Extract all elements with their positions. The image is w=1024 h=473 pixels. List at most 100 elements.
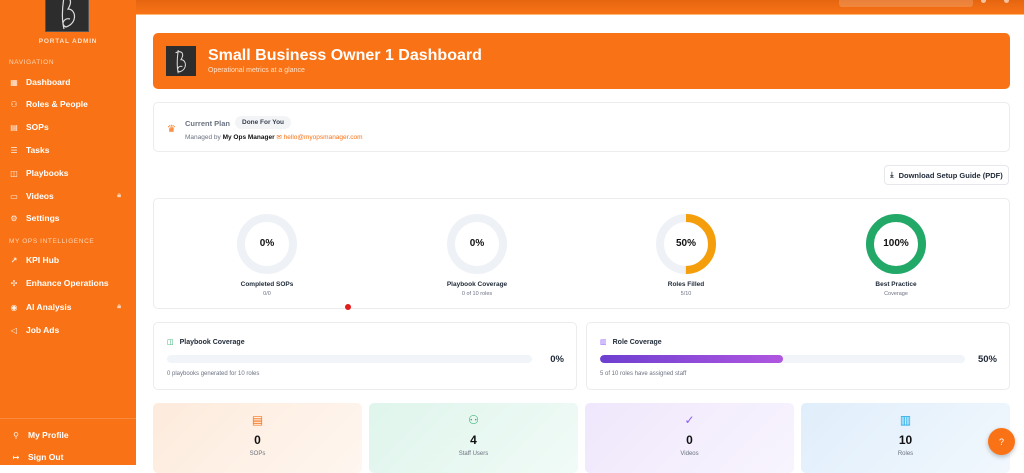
donut-value: 0%: [469, 238, 485, 249]
progress-value: 50%: [977, 354, 997, 365]
download-icon: ⤓: [890, 170, 894, 179]
dashboard-header: Small Business Owner 1 Dashboard Operati…: [153, 33, 1010, 89]
progress-bar: [600, 355, 965, 363]
sidebar-item-label: KPI Hub: [26, 255, 60, 265]
sign-out-icon: ↦: [12, 452, 20, 462]
playbook-coverage-card: ◫ Playbook Coverage 0% 0 playbooks genera…: [153, 322, 577, 390]
briefcase-icon: ▥: [600, 339, 607, 346]
sidebar-item-sops[interactable]: ▤ SOPs: [9, 118, 127, 136]
donut-title: Completed SOPs: [240, 281, 294, 288]
top-bar: [136, 0, 1024, 15]
lock-icon: 🔒︎: [117, 192, 121, 199]
sparkle-icon: ✣: [10, 278, 18, 288]
donut-title: Best Practice: [875, 281, 917, 288]
sidebar-item-sign-out[interactable]: ↦ Sign Out: [11, 448, 129, 466]
donut-sub: 0 of 10 roles: [461, 291, 493, 297]
stat-card-roles[interactable]: ▥ 10 Roles: [801, 403, 1010, 473]
donut-title: Roles Filled: [667, 281, 705, 288]
sidebar-item-label: Tasks: [26, 145, 50, 155]
donut-ring: [866, 214, 926, 274]
mail-icon: ✉: [276, 134, 282, 141]
managed-by: Managed by My Ops Manager ✉ hello@myopsm…: [185, 133, 363, 141]
sidebar-item-kpi-hub[interactable]: ↗ KPI Hub: [9, 251, 127, 269]
sidebar-item-tasks[interactable]: ☰ Tasks: [9, 141, 127, 159]
donut-value: 100%: [883, 238, 909, 249]
menu-icon[interactable]: [1004, 0, 1009, 3]
user-icon: ⚲: [13, 430, 19, 440]
progress-fill: [600, 355, 783, 363]
sidebar-item-label: AI Analysis: [26, 302, 72, 312]
sidebar-item-settings[interactable]: ⚙ Settings: [9, 209, 127, 227]
sidebar-item-ai-analysis[interactable]: ◉ AI Analysis 🔒︎: [9, 298, 127, 316]
stat-label: Roles: [897, 451, 914, 457]
stat-value: 4: [470, 433, 477, 447]
globe-icon[interactable]: [981, 0, 986, 3]
donut-sub: 0/0: [263, 291, 271, 297]
sidebar-item-label: Sign Out: [28, 452, 64, 462]
logo: [166, 46, 196, 76]
sidebar-item-label: Dashboard: [26, 77, 71, 87]
users-icon: ⚇: [468, 413, 479, 427]
stat-card-videos[interactable]: ✓ 0 Videos: [585, 403, 794, 473]
donut-completed-sops: 0% Completed SOPs 0/0: [197, 213, 337, 297]
help-button[interactable]: ?: [988, 428, 1015, 455]
sidebar-item-label: My Profile: [28, 430, 69, 440]
manager-email[interactable]: hello@myopsmanager.com: [283, 134, 363, 141]
lock-icon: 🔒︎: [117, 303, 121, 310]
document-icon: ▤: [10, 122, 18, 132]
download-setup-guide-button[interactable]: ⤓ Download Setup Guide (PDF): [884, 165, 1009, 185]
progress-bar: [167, 355, 532, 363]
checklist-icon: ☰: [10, 145, 18, 155]
grid-icon: ▦: [10, 77, 18, 87]
sidebar-item-roles-people[interactable]: ⚇ Roles & People: [9, 95, 127, 113]
sidebar-item-dashboard[interactable]: ▦ Dashboard: [9, 73, 127, 91]
search-input[interactable]: [839, 0, 973, 7]
stat-label: SOPs: [249, 451, 266, 457]
donut-arc: [656, 214, 716, 274]
donut-roles-filled: 50% Roles Filled 5/10: [616, 213, 756, 297]
sidebar-divider: [0, 418, 136, 419]
role-coverage-card: ▥ Role Coverage 50% 5 of 10 roles have as…: [586, 322, 1010, 390]
sidebar-item-enhance-operations[interactable]: ✣ Enhance Operations: [9, 274, 127, 292]
indicator-dot: [345, 304, 351, 310]
stat-label: Staff Users: [458, 451, 489, 457]
donut-title: Playbook Coverage: [446, 281, 508, 288]
progress-desc: 0 playbooks generated for 10 roles: [167, 371, 260, 377]
sidebar-item-label: Videos: [26, 191, 54, 201]
users-icon: ⚇: [10, 99, 18, 109]
portal-role-label: PORTAL ADMIN: [38, 38, 98, 45]
page-subtitle: Operational metrics at a glance: [208, 67, 305, 74]
gear-icon: ⚙: [10, 213, 18, 223]
sidebar-item-label: Job Ads: [26, 325, 60, 335]
trend-icon: ↗: [10, 255, 18, 265]
progress-value: 0%: [550, 354, 564, 365]
stat-card-sops[interactable]: ▤ 0 SOPs: [153, 403, 362, 473]
megaphone-icon: ◁: [10, 325, 18, 335]
sidebar-item-label: Settings: [26, 213, 60, 223]
download-label: Download Setup Guide (PDF): [898, 170, 1003, 180]
card-title: Playbook Coverage: [179, 338, 245, 346]
stat-value: 0: [254, 433, 261, 447]
book-icon: ◫: [10, 168, 18, 178]
donut-best-practice: 100% Best Practice Coverage: [826, 213, 966, 297]
plan-card: ♛ Current Plan Done For You Managed by M…: [153, 102, 1010, 152]
donut-ring: [237, 214, 297, 274]
sidebar-item-my-profile[interactable]: ⚲ My Profile: [11, 426, 129, 444]
sidebar-item-label: Playbooks: [26, 168, 69, 178]
donut-sub: 5/10: [680, 291, 692, 297]
sidebar-item-label: Roles & People: [26, 99, 88, 109]
donut-ring: [447, 214, 507, 274]
plan-label: Current Plan: [185, 119, 231, 128]
donut-value: 0%: [259, 238, 275, 249]
sidebar-item-playbooks[interactable]: ◫ Playbooks: [9, 164, 127, 182]
sidebar-item-videos[interactable]: ▭ Videos 🔒︎: [9, 187, 127, 205]
donut-value: 50%: [675, 238, 696, 249]
card-title: Role Coverage: [612, 338, 662, 346]
briefcase-icon: ▥: [899, 413, 912, 427]
sidebar-item-label: SOPs: [26, 122, 49, 132]
sidebar-item-job-ads[interactable]: ◁ Job Ads: [9, 321, 127, 339]
managed-by-prefix: Managed by: [185, 134, 221, 141]
donut-playbook-coverage: 0% Playbook Coverage 0 of 10 roles: [407, 213, 547, 297]
stat-card-staff-users[interactable]: ⚇ 4 Staff Users: [369, 403, 578, 473]
check-circle-icon: ✓: [684, 413, 695, 427]
